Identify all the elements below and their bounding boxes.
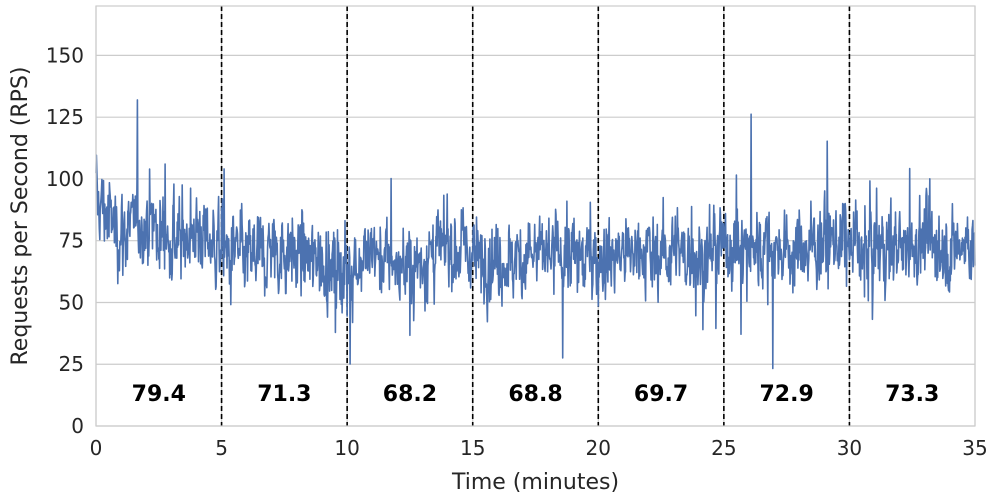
- x-tick-label: 5: [215, 436, 228, 460]
- series-layer: [95, 99, 976, 370]
- segment-boundaries: [220, 6, 851, 426]
- x-tick-label: 10: [334, 436, 359, 460]
- x-tick-labels: 0 5 10 15 20 25 30 35: [90, 436, 988, 460]
- y-tick-labels: 0 25 50 75 100 125 150: [46, 43, 84, 438]
- segment-mean-label: 68.2: [383, 382, 437, 407]
- x-axis-label: Time (minutes): [451, 470, 619, 495]
- segment-labels: 79.4 71.3 68.2 68.8 69.7 72.9 73.3: [132, 382, 940, 407]
- y-tick-label: 0: [71, 414, 84, 438]
- segment-mean-label: 73.3: [885, 382, 939, 407]
- segment-mean-label: 69.7: [634, 382, 688, 407]
- y-tick-label: 100: [46, 167, 84, 191]
- plot-frame: [95, 5, 976, 427]
- y-tick-label: 75: [59, 229, 84, 253]
- y-axis-label: Requests per Second (RPS): [8, 67, 33, 366]
- y-tick-label: 50: [59, 290, 84, 314]
- segment-mean-label: 71.3: [257, 382, 311, 407]
- rps-series-line: [95, 99, 976, 370]
- y-tick-label: 25: [59, 352, 84, 376]
- x-tick-label: 25: [711, 436, 736, 460]
- y-tick-label: 125: [46, 105, 84, 129]
- x-tick-label: 35: [962, 436, 987, 460]
- x-tick-label: 20: [586, 436, 611, 460]
- y-tick-label: 150: [46, 43, 84, 67]
- segment-mean-label: 68.8: [508, 382, 562, 407]
- x-tick-label: 30: [837, 436, 862, 460]
- x-tick-label: 15: [460, 436, 485, 460]
- segment-mean-label: 79.4: [132, 382, 186, 407]
- x-tick-label: 0: [90, 436, 103, 460]
- segment-mean-label: 72.9: [760, 382, 814, 407]
